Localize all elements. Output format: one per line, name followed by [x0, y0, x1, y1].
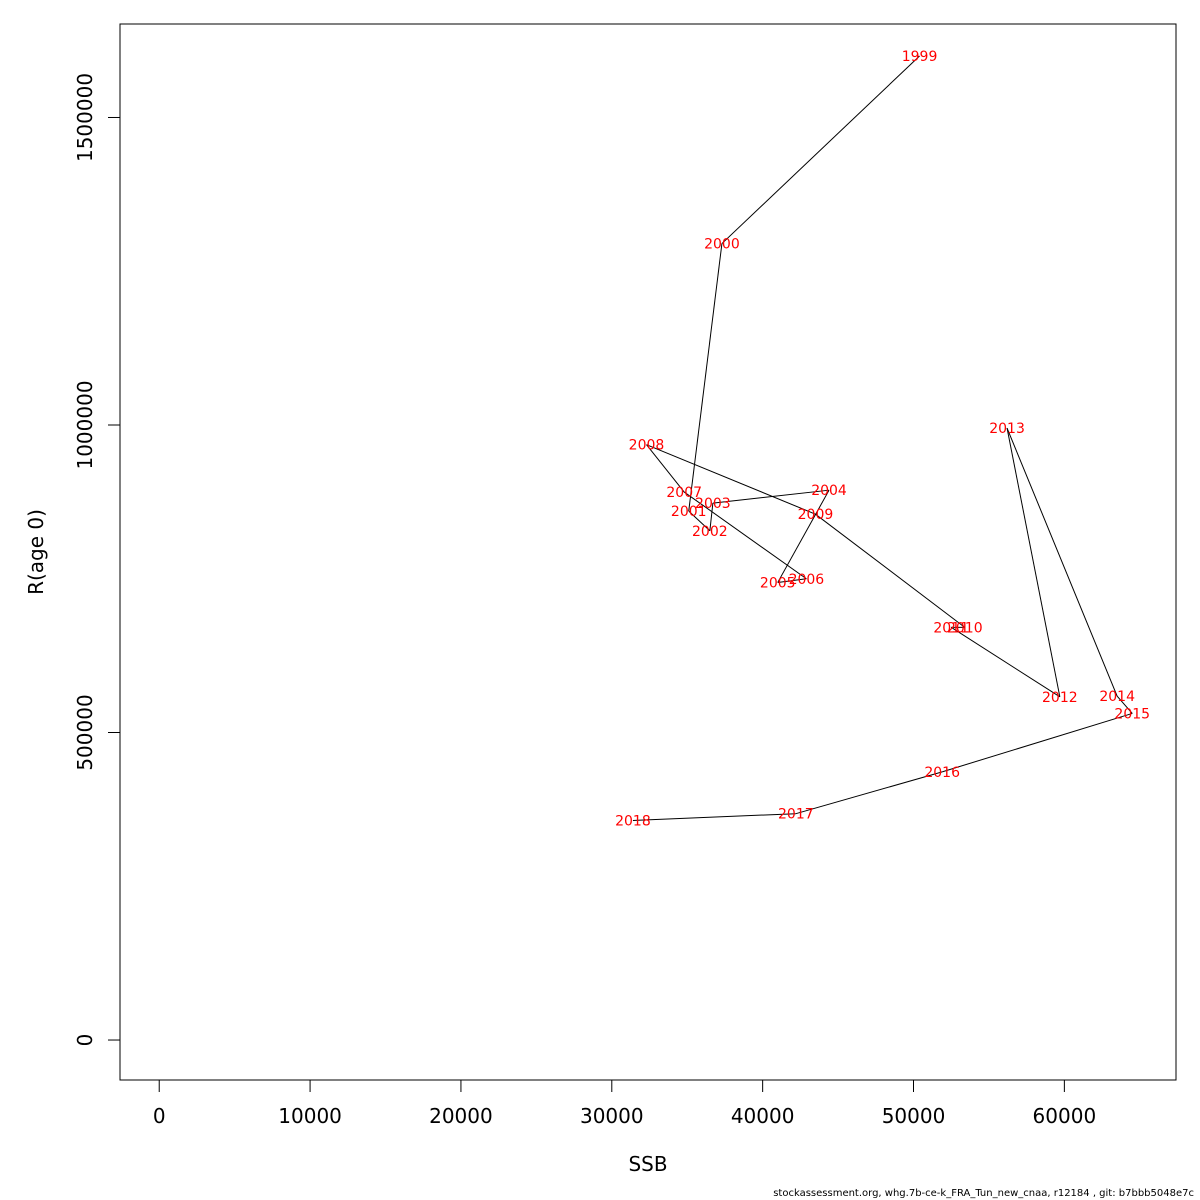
point-label-2015: 2015	[1114, 706, 1150, 722]
series-segment-2008-2009	[646, 444, 816, 515]
series-segment-2000-2001	[688, 243, 723, 512]
y-axis: 0 500000 1000000 1500000	[73, 73, 121, 1047]
point-label-2007: 2007	[666, 485, 702, 501]
x-tick-label: 50000	[882, 1104, 946, 1128]
series-segment-2003-2004	[712, 489, 830, 504]
series-segment-2016-2017	[795, 771, 943, 815]
y-tick-label: 1000000	[73, 380, 97, 469]
series-segment-2013-2014	[1006, 427, 1118, 697]
series-segment-2004-2005	[777, 489, 830, 583]
point-label-2008: 2008	[629, 438, 665, 454]
point-label-2000: 2000	[704, 237, 740, 253]
series-segment-2005-2006	[777, 578, 807, 583]
point-label-2012: 2012	[1042, 690, 1078, 706]
x-tick-label: 0	[153, 1104, 166, 1128]
point-label-2006: 2006	[789, 572, 825, 588]
x-tick-label: 30000	[580, 1104, 644, 1128]
x-axis-title: SSB	[628, 1152, 667, 1176]
x-tick-label: 10000	[278, 1104, 342, 1128]
point-label-2003: 2003	[695, 496, 731, 512]
series-segment-2014-2015	[1116, 695, 1133, 714]
footer-note: stockassessment.org, whg.7b-ce-k_FRA_Tun…	[773, 1188, 1194, 1199]
series-segment-1999-2000	[721, 55, 920, 244]
series-segment-2001-2002	[688, 510, 711, 532]
point-label-2002: 2002	[692, 524, 728, 540]
x-tick-label: 60000	[1033, 1104, 1097, 1128]
series-segment-2017-2018	[632, 813, 796, 821]
point-label-2004: 2004	[811, 483, 847, 499]
series-segment-2011-2012	[950, 626, 1061, 698]
point-label-2005: 2005	[760, 575, 796, 591]
x-tick-label: 40000	[731, 1104, 795, 1128]
point-label-2010: 2010	[947, 620, 983, 636]
point-label-2001: 2001	[671, 504, 707, 520]
point-label-2013: 2013	[989, 421, 1025, 437]
series-segment-2007-2008	[646, 444, 685, 493]
series-segment-2012-2013	[1006, 427, 1061, 697]
series-segment-2002-2003	[709, 503, 714, 531]
point-label-2018: 2018	[615, 813, 651, 829]
point-label-2011: 2011	[933, 620, 969, 636]
y-tick-label: 500000	[73, 694, 97, 770]
series-segment-2015-2016	[942, 712, 1133, 773]
point-label-2016: 2016	[924, 765, 960, 781]
point-label-2017: 2017	[778, 807, 814, 823]
point-label-2009: 2009	[798, 507, 834, 523]
series-segment-2006-2007	[683, 491, 807, 580]
x-tick-label: 20000	[429, 1104, 493, 1128]
series-segment-2009-2010	[815, 513, 966, 628]
y-axis-title: R(age 0)	[24, 509, 48, 595]
point-label-2014: 2014	[1099, 689, 1135, 705]
y-tick-label: 1500000	[73, 73, 97, 162]
y-tick-label: 0	[73, 1034, 97, 1047]
plot-frame	[119, 23, 1177, 1081]
series-layer	[632, 55, 1133, 821]
x-axis: 0 10000 20000 30000 40000 50000 60000	[153, 1079, 1097, 1128]
point-label-1999: 1999	[902, 49, 938, 65]
